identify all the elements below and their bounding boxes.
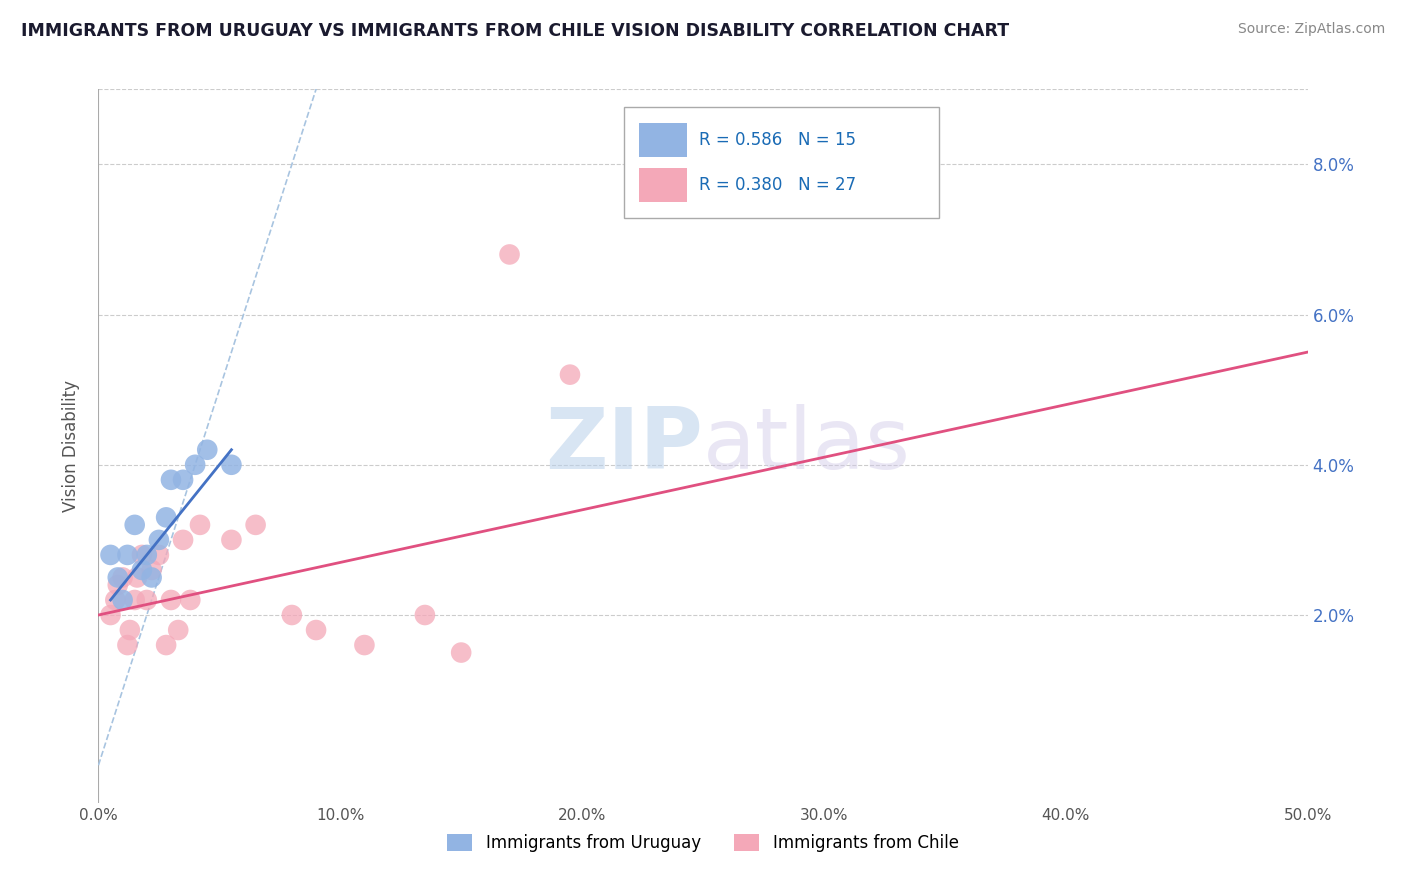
- Point: [111, 593, 134, 607]
- Point: [127, 570, 149, 584]
- Point: [498, 247, 520, 261]
- Text: atlas: atlas: [703, 404, 911, 488]
- Point: [221, 458, 243, 472]
- Point: [124, 593, 146, 607]
- Text: Source: ZipAtlas.com: Source: ZipAtlas.com: [1237, 22, 1385, 37]
- Point: [141, 570, 163, 584]
- Point: [100, 548, 122, 562]
- Point: [148, 548, 170, 562]
- Point: [107, 578, 129, 592]
- Point: [117, 638, 139, 652]
- Point: [155, 510, 177, 524]
- Point: [160, 593, 183, 607]
- Point: [188, 517, 211, 532]
- Point: [104, 593, 127, 607]
- Y-axis label: Vision Disability: Vision Disability: [62, 380, 80, 512]
- Point: [245, 517, 267, 532]
- Point: [195, 442, 218, 457]
- Point: [179, 593, 201, 607]
- Point: [353, 638, 375, 652]
- Point: [172, 533, 194, 547]
- Text: ZIP: ZIP: [546, 404, 703, 488]
- Point: [107, 570, 129, 584]
- Point: [160, 473, 183, 487]
- Point: [281, 607, 304, 622]
- Point: [141, 563, 163, 577]
- Point: [118, 623, 141, 637]
- Text: R = 0.586   N = 15: R = 0.586 N = 15: [699, 131, 856, 149]
- Text: R = 0.380   N = 27: R = 0.380 N = 27: [699, 176, 856, 194]
- Legend: Immigrants from Uruguay, Immigrants from Chile: Immigrants from Uruguay, Immigrants from…: [440, 827, 966, 859]
- Point: [221, 533, 243, 547]
- Point: [124, 517, 146, 532]
- Point: [148, 533, 170, 547]
- Point: [184, 458, 207, 472]
- Point: [167, 623, 190, 637]
- Point: [450, 646, 472, 660]
- FancyBboxPatch shape: [638, 123, 688, 157]
- Point: [117, 548, 139, 562]
- Point: [558, 368, 581, 382]
- Point: [155, 638, 177, 652]
- Point: [413, 607, 436, 622]
- Point: [100, 607, 122, 622]
- Point: [135, 548, 157, 562]
- Point: [172, 473, 194, 487]
- Point: [131, 563, 153, 577]
- Text: IMMIGRANTS FROM URUGUAY VS IMMIGRANTS FROM CHILE VISION DISABILITY CORRELATION C: IMMIGRANTS FROM URUGUAY VS IMMIGRANTS FR…: [21, 22, 1010, 40]
- Point: [131, 548, 153, 562]
- Point: [305, 623, 328, 637]
- Point: [111, 570, 134, 584]
- FancyBboxPatch shape: [638, 168, 688, 202]
- Point: [135, 593, 157, 607]
- FancyBboxPatch shape: [624, 107, 939, 218]
